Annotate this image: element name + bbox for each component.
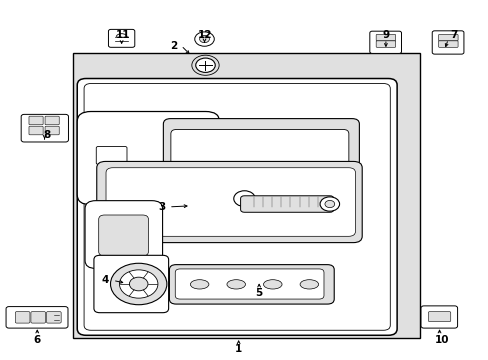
FancyBboxPatch shape xyxy=(169,265,333,304)
Text: 11: 11 xyxy=(115,30,130,40)
FancyBboxPatch shape xyxy=(84,84,389,330)
FancyBboxPatch shape xyxy=(29,116,43,125)
Ellipse shape xyxy=(226,280,245,289)
FancyBboxPatch shape xyxy=(175,269,324,299)
Circle shape xyxy=(325,201,334,208)
FancyBboxPatch shape xyxy=(94,255,168,313)
FancyBboxPatch shape xyxy=(375,35,395,41)
Circle shape xyxy=(320,197,339,211)
FancyBboxPatch shape xyxy=(170,130,348,175)
FancyBboxPatch shape xyxy=(163,118,359,183)
FancyBboxPatch shape xyxy=(369,31,401,53)
FancyBboxPatch shape xyxy=(45,116,59,125)
FancyBboxPatch shape xyxy=(431,31,463,54)
Text: 8: 8 xyxy=(43,130,51,140)
FancyBboxPatch shape xyxy=(438,41,457,47)
FancyBboxPatch shape xyxy=(108,30,135,47)
Ellipse shape xyxy=(263,280,282,289)
FancyBboxPatch shape xyxy=(31,312,45,323)
Text: 1: 1 xyxy=(235,344,242,354)
FancyBboxPatch shape xyxy=(97,161,362,243)
FancyBboxPatch shape xyxy=(375,41,395,47)
Circle shape xyxy=(199,36,209,42)
FancyBboxPatch shape xyxy=(427,312,450,321)
Text: 10: 10 xyxy=(434,334,448,345)
FancyBboxPatch shape xyxy=(15,312,30,323)
Ellipse shape xyxy=(300,280,318,289)
Text: 3: 3 xyxy=(158,202,165,212)
FancyBboxPatch shape xyxy=(96,147,127,165)
Text: 12: 12 xyxy=(198,30,212,40)
Text: 7: 7 xyxy=(449,30,457,40)
FancyBboxPatch shape xyxy=(45,126,59,135)
Text: 4: 4 xyxy=(102,275,109,285)
Ellipse shape xyxy=(190,280,208,289)
FancyBboxPatch shape xyxy=(240,196,333,212)
Bar xyxy=(73,53,419,338)
FancyBboxPatch shape xyxy=(106,168,355,236)
Circle shape xyxy=(129,277,148,291)
FancyBboxPatch shape xyxy=(77,78,396,335)
Circle shape xyxy=(194,32,214,46)
FancyBboxPatch shape xyxy=(29,126,43,135)
FancyBboxPatch shape xyxy=(46,312,61,323)
FancyBboxPatch shape xyxy=(21,114,68,142)
FancyBboxPatch shape xyxy=(77,112,219,205)
FancyBboxPatch shape xyxy=(85,201,162,269)
Circle shape xyxy=(119,270,158,298)
FancyBboxPatch shape xyxy=(438,35,457,41)
FancyBboxPatch shape xyxy=(420,306,457,328)
Circle shape xyxy=(110,263,166,305)
FancyBboxPatch shape xyxy=(99,215,148,256)
Text: 6: 6 xyxy=(34,334,41,345)
Circle shape xyxy=(233,191,255,207)
FancyBboxPatch shape xyxy=(6,307,68,328)
Text: 5: 5 xyxy=(255,288,262,298)
Circle shape xyxy=(195,58,215,72)
Text: 9: 9 xyxy=(382,30,388,40)
Text: 2: 2 xyxy=(170,41,177,50)
